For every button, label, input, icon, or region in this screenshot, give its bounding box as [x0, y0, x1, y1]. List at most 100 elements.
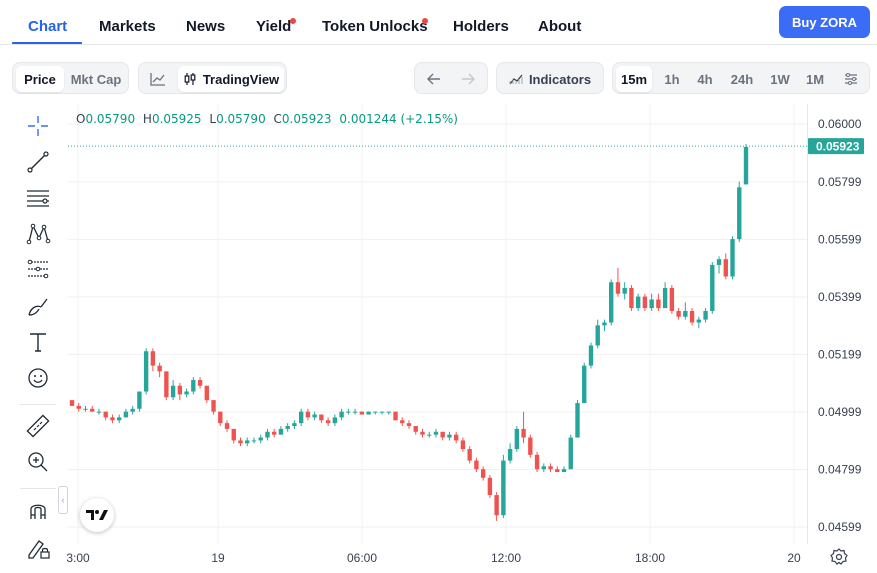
ohlc-close: 0.05923: [281, 112, 332, 126]
interval-1w[interactable]: 1W: [770, 71, 790, 87]
candle-body: [555, 469, 560, 473]
interval-1m[interactable]: 1M: [805, 71, 825, 87]
candle-body: [662, 287, 668, 309]
zoom-icon: [28, 452, 48, 472]
y-tick-label: 0.05799: [818, 175, 862, 189]
arrow-left-icon: [427, 73, 440, 85]
horizontal-lines-tool[interactable]: [22, 184, 54, 212]
undo-button[interactable]: [418, 66, 450, 92]
chart-type-group: TradingView: [138, 62, 287, 94]
candle-body: [427, 434, 432, 436]
nav-divider: [0, 44, 877, 45]
buy-button[interactable]: Buy ZORA: [779, 6, 870, 38]
candle-body: [292, 423, 297, 427]
redo-button[interactable]: [452, 66, 484, 92]
candle-body: [447, 434, 452, 438]
candle-body: [143, 351, 149, 392]
pattern-tool[interactable]: [22, 220, 54, 248]
lock-drawings-tool[interactable]: [22, 534, 54, 562]
text-tool[interactable]: [22, 328, 54, 356]
token-unlocks-notification-dot: [422, 18, 428, 24]
tab-token-unlocks[interactable]: Token Unlocks: [322, 18, 428, 35]
candle-body: [433, 431, 439, 435]
interval-4h[interactable]: 4h: [697, 71, 713, 87]
candle-body: [103, 411, 108, 418]
candle-body: [541, 466, 546, 470]
candle-body: [406, 423, 412, 427]
tradingview-button[interactable]: TradingView: [178, 66, 284, 92]
interval-15m[interactable]: 15m: [616, 66, 652, 92]
candle-body: [170, 385, 176, 398]
interval-24h[interactable]: 24h: [730, 71, 754, 87]
y-tick-label: 0.05399: [818, 290, 862, 304]
candle-body: [224, 423, 230, 429]
ohlc-high: 0.05925: [151, 112, 202, 126]
candle-body: [238, 440, 243, 444]
ohlc-open: 0.05790: [85, 112, 136, 126]
line-chart-button[interactable]: [142, 66, 174, 92]
candle-body: [258, 437, 263, 441]
price-scale-border: [807, 104, 808, 544]
candle-body: [157, 365, 162, 372]
candle-body: [629, 287, 634, 309]
candle-body: [609, 282, 614, 323]
emoji-tool[interactable]: [22, 364, 54, 392]
line-chart-icon: [150, 73, 165, 86]
candle-body: [723, 259, 728, 277]
crosshair-tool[interactable]: [22, 112, 54, 140]
collapse-toolbar-button[interactable]: ‹: [58, 486, 68, 514]
candle-body: [494, 495, 499, 516]
candle-body: [716, 259, 722, 265]
tab-chart[interactable]: Chart: [28, 18, 68, 35]
candle-body: [204, 385, 209, 401]
candle-body: [116, 417, 122, 421]
y-tick-label: 0.04799: [818, 462, 862, 476]
tab-news[interactable]: News: [186, 18, 226, 35]
mktcap-toggle[interactable]: Mkt Cap: [70, 71, 122, 87]
candle-body: [325, 420, 331, 424]
candle-body: [272, 431, 277, 435]
candle-body: [730, 239, 735, 277]
candle-body: [211, 400, 216, 412]
candle-body: [278, 428, 284, 435]
price-toggle[interactable]: Price: [16, 66, 64, 92]
candle-body: [507, 449, 513, 461]
candle-body: [386, 411, 391, 413]
tab-about[interactable]: About: [538, 18, 582, 35]
candle-body: [737, 187, 742, 240]
emoji-icon: [28, 368, 48, 388]
candle-body: [184, 391, 189, 395]
indicators-button[interactable]: Indicators: [500, 66, 600, 92]
fib-tool[interactable]: [22, 256, 54, 284]
candle-body: [90, 408, 95, 412]
candle-body: [265, 431, 270, 438]
tab-holders[interactable]: Holders: [453, 18, 509, 35]
trendline-tool[interactable]: [22, 148, 54, 176]
candle-body: [453, 434, 459, 441]
gear-icon[interactable]: [830, 548, 848, 566]
interval-1h[interactable]: 1h: [664, 71, 680, 87]
candle-body: [359, 411, 365, 415]
candle-body: [373, 411, 378, 413]
candle-body: [642, 296, 648, 309]
brush-tool[interactable]: [22, 292, 54, 320]
tradingview-logo[interactable]: [80, 498, 114, 532]
candle-body: [413, 426, 418, 432]
ruler-tool[interactable]: [22, 412, 54, 440]
candle-body: [528, 437, 533, 455]
undo-redo-group: [414, 62, 488, 94]
chart-settings-button[interactable]: [837, 66, 865, 92]
x-tick-label: 12:00: [491, 551, 521, 565]
tab-yield[interactable]: Yield: [256, 18, 292, 35]
tab-markets[interactable]: Markets: [99, 18, 156, 35]
candle-body: [352, 411, 358, 413]
candle-body: [346, 411, 351, 413]
candle-body: [245, 440, 250, 444]
candle-body: [689, 310, 695, 323]
zoom-tool[interactable]: [22, 448, 54, 476]
candle-body: [501, 460, 506, 516]
fib-icon: [27, 259, 49, 279]
magnet-tool[interactable]: [22, 496, 54, 524]
x-tick-label: 20: [787, 551, 801, 565]
